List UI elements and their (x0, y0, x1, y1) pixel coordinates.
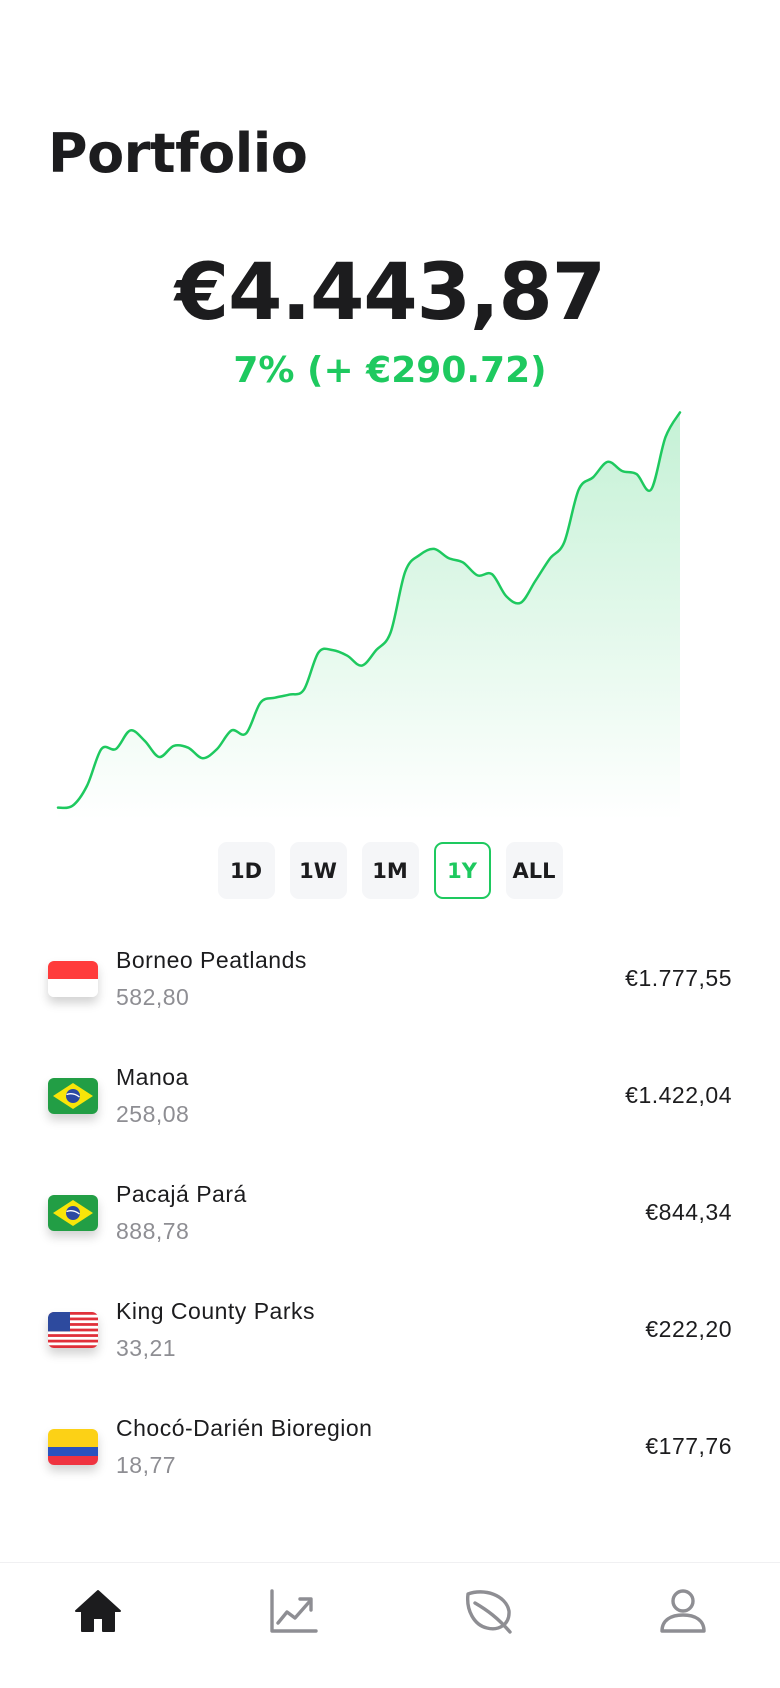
brazil-flag-icon (48, 1194, 98, 1231)
portfolio-chart[interactable] (0, 400, 780, 820)
tab-projects[interactable] (448, 1585, 528, 1655)
chart-area-fill (58, 412, 680, 820)
holding-name: Borneo Peatlands (116, 946, 307, 973)
holding-name: King County Parks (116, 1297, 315, 1324)
profile-icon (659, 1589, 706, 1633)
bottom-tab-bar (0, 1562, 780, 1688)
holding-name: Pacajá Pará (116, 1180, 247, 1207)
colombia-flag-icon (48, 1428, 98, 1465)
range-tab-1m[interactable]: 1M (361, 842, 419, 899)
holding-quantity: 18,77 (116, 1451, 177, 1478)
holding-row[interactable]: Borneo Peatlands 582,80 €1.777,55 (0, 920, 780, 1037)
holdings-list: Borneo Peatlands 582,80 €1.777,55 Manoa … (0, 920, 780, 1505)
holding-quantity: 33,21 (116, 1334, 177, 1361)
holding-quantity: 888,78 (116, 1217, 190, 1244)
range-tab-all[interactable]: ALL (505, 842, 563, 899)
range-tab-1y[interactable]: 1Y (433, 842, 491, 899)
portfolio-balance: €4.443,87 (174, 248, 606, 338)
usa-flag-icon (48, 1311, 98, 1348)
holding-value: €222,20 (645, 1316, 732, 1342)
holding-row[interactable]: Chocó-Darién Bioregion 18,77 €177,76 (0, 1388, 780, 1505)
tab-portfolio-chart[interactable] (253, 1585, 333, 1655)
indonesia-flag-icon (48, 960, 98, 997)
range-selector: 1D 1W 1M 1Y ALL (0, 842, 780, 899)
holding-row[interactable]: Manoa 258,08 €1.422,04 (0, 1037, 780, 1154)
leaf-icon (465, 1590, 512, 1634)
tab-profile[interactable] (643, 1585, 723, 1655)
brazil-flag-icon (48, 1077, 98, 1114)
home-icon (74, 1590, 121, 1632)
holding-value: €1.422,04 (625, 1082, 732, 1108)
portfolio-change: 7% (+ €290.72) (233, 350, 547, 391)
holding-value: €177,76 (645, 1433, 732, 1459)
chart-line (56, 411, 682, 810)
holding-name: Chocó-Darién Bioregion (116, 1414, 373, 1441)
holding-row[interactable]: Pacajá Pará 888,78 €844,34 (0, 1154, 780, 1271)
holding-value: €844,34 (645, 1199, 732, 1225)
holding-quantity: 258,08 (116, 1100, 190, 1127)
holding-quantity: 582,80 (116, 983, 190, 1010)
holding-row[interactable]: King County Parks 33,21 €222,20 (0, 1271, 780, 1388)
page-title: Portfolio (48, 122, 308, 185)
holding-value: €1.777,55 (625, 965, 732, 991)
range-tab-1w[interactable]: 1W (289, 842, 347, 899)
chart-icon (269, 1589, 318, 1633)
range-tab-1d[interactable]: 1D (217, 842, 275, 899)
tab-home[interactable] (58, 1585, 138, 1655)
holding-name: Manoa (116, 1063, 189, 1090)
